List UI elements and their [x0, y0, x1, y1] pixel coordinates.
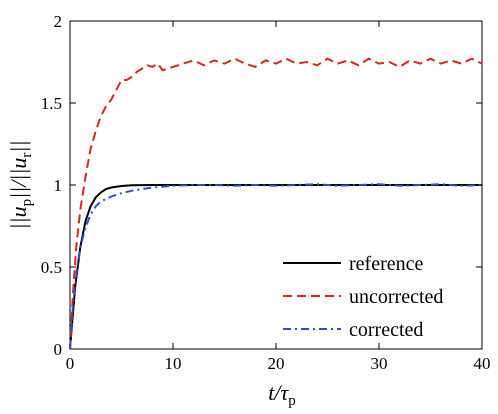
- series-line-uncorrected: [69, 57, 483, 350]
- x-tick-label: 10: [165, 354, 182, 373]
- series-layer: [69, 57, 483, 350]
- legend: reference uncorrected corrected: [283, 253, 443, 341]
- series-line-corrected: [69, 183, 483, 350]
- y-tick-label: 1: [54, 176, 63, 195]
- legend-label-uncorrected: uncorrected: [349, 286, 443, 308]
- y-axis-label: ||up||/||ur||: [6, 140, 35, 229]
- x-tick-label: 30: [371, 354, 388, 373]
- axis-ticks: 0 10 20 30 40 0 0.5 1 1.5 2: [41, 12, 491, 373]
- x-tick-label: 20: [268, 354, 285, 373]
- x-tick-label: 40: [474, 354, 491, 373]
- svg-text:||up||/||ur||: ||up||/||ur||: [6, 140, 35, 229]
- y-tick-label: 2: [54, 12, 63, 31]
- y-tick-label: 0: [54, 340, 63, 359]
- x-tick-label: 0: [66, 354, 75, 373]
- y-tick-label: 1.5: [41, 94, 62, 113]
- x-axis-label: t/τp: [268, 380, 296, 409]
- legend-label-reference: reference: [349, 253, 423, 275]
- legend-label-corrected: corrected: [349, 319, 423, 341]
- y-tick-label: 0.5: [41, 258, 62, 277]
